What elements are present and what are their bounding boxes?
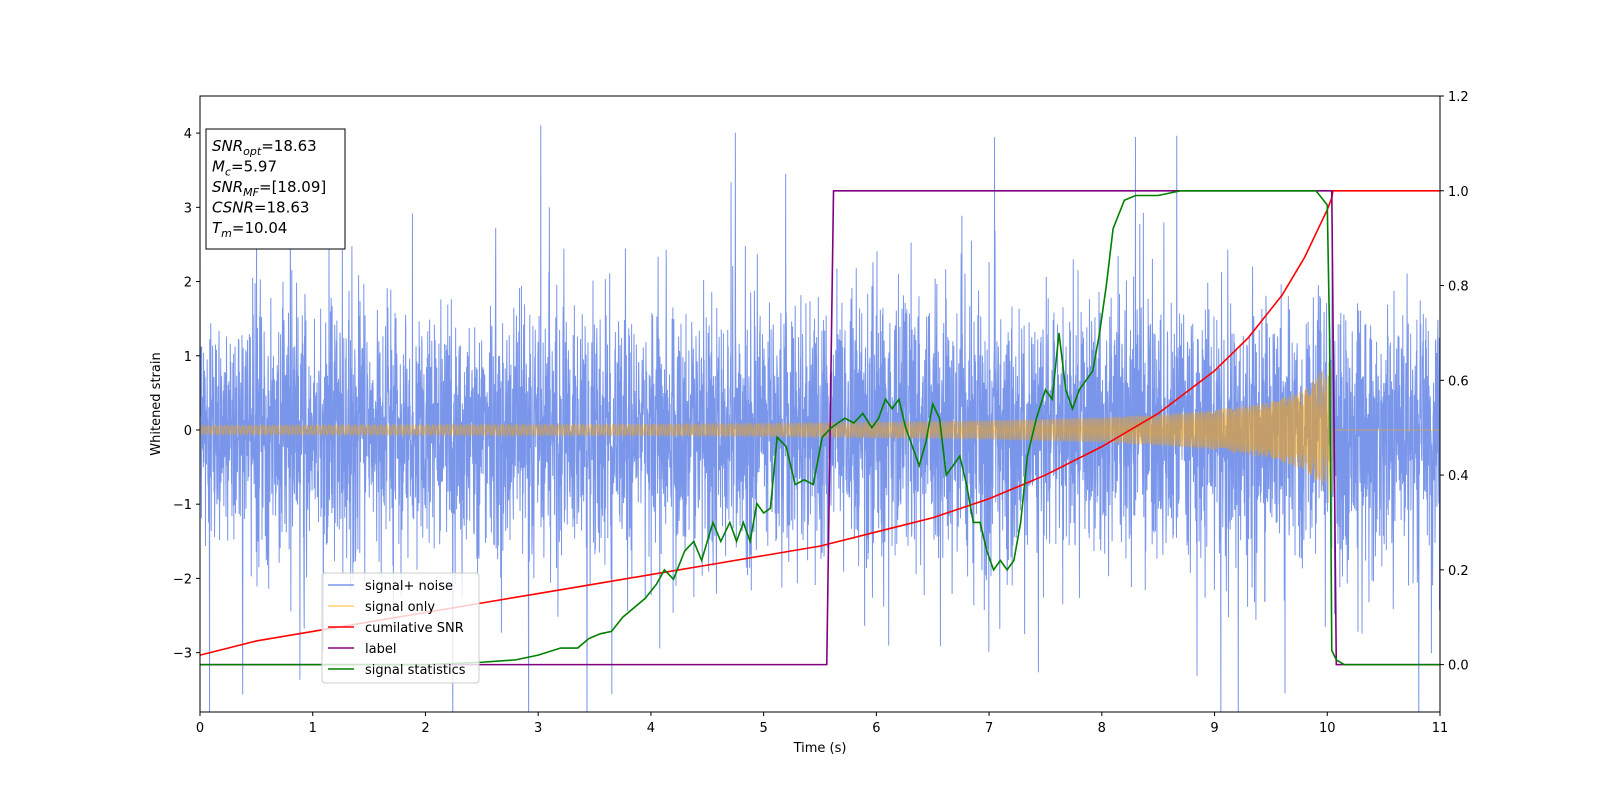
info-line: SNRMF=[18.09] bbox=[212, 178, 326, 199]
y-tick-label: 0 bbox=[184, 424, 192, 439]
x-tick-label: 2 bbox=[421, 721, 429, 736]
x-tick-label: 0 bbox=[196, 721, 204, 736]
plot-frame bbox=[199, 95, 1441, 713]
info-box: SNRopt=18.63Mc=5.97SNRMF=[18.09]CSNR=18.… bbox=[205, 128, 346, 250]
legend-label: cumilative SNR bbox=[365, 621, 464, 636]
y-axis: −3 −2 −1 0 1 2 3 4 bbox=[173, 127, 200, 662]
series-signal-only bbox=[200, 356, 1440, 503]
y2-tick-label: 1.2 bbox=[1448, 90, 1469, 105]
x-axis: 0 1 2 3 4 5 6 7 8 9 10 11 bbox=[196, 712, 1448, 736]
y2-tick-label: 0.6 bbox=[1448, 374, 1469, 389]
x-tick-label: 4 bbox=[647, 721, 655, 736]
y-tick-label: 1 bbox=[184, 350, 192, 365]
legend-label: signal+ noise bbox=[365, 579, 453, 594]
x-tick-label: 6 bbox=[872, 721, 880, 736]
x-tick-label: 9 bbox=[1210, 721, 1218, 736]
y-tick-label: −1 bbox=[173, 498, 192, 513]
info-line: CSNR=18.63 bbox=[212, 199, 309, 217]
y-tick-label: 3 bbox=[184, 201, 192, 216]
series-signal-statistics bbox=[200, 189, 1440, 666]
y2-axis: 0.0 0.2 0.4 0.6 0.8 1.0 1.2 bbox=[1440, 90, 1469, 674]
y-tick-label: −2 bbox=[173, 572, 192, 587]
y2-tick-label: 0.8 bbox=[1448, 280, 1469, 295]
x-tick-label: 11 bbox=[1432, 721, 1449, 736]
x-tick-label: 1 bbox=[309, 721, 317, 736]
x-tick-label: 5 bbox=[759, 721, 767, 736]
y-tick-label: −3 bbox=[173, 647, 192, 662]
y2-tick-label: 0.4 bbox=[1448, 469, 1469, 484]
y-tick-label: 2 bbox=[184, 276, 192, 291]
y2-tick-label: 0.0 bbox=[1448, 659, 1469, 674]
info-line: Tm=10.04 bbox=[212, 219, 287, 240]
y2-tick-label: 1.0 bbox=[1448, 185, 1469, 200]
info-line: Mc=5.97 bbox=[212, 158, 277, 179]
y-tick-label: 4 bbox=[184, 127, 192, 142]
x-tick-label: 3 bbox=[534, 721, 542, 736]
legend-frame bbox=[321, 572, 480, 684]
x-tick-label: 8 bbox=[1098, 721, 1106, 736]
info-box-frame bbox=[205, 128, 346, 250]
y2-tick-label: 0.2 bbox=[1448, 564, 1469, 579]
x-axis-label: Time (s) bbox=[793, 741, 847, 756]
legend-label: signal only bbox=[365, 600, 435, 615]
info-line: SNRopt=18.63 bbox=[212, 137, 317, 158]
x-tick-label: 7 bbox=[985, 721, 993, 736]
y-axis-label: Whitened strain bbox=[149, 352, 164, 455]
x-tick-label: 10 bbox=[1319, 721, 1336, 736]
legend-label: signal statistics bbox=[365, 663, 466, 678]
legend-label: label bbox=[365, 642, 396, 657]
legend: signal+ noise signal only cumilative SNR la… bbox=[321, 572, 480, 684]
